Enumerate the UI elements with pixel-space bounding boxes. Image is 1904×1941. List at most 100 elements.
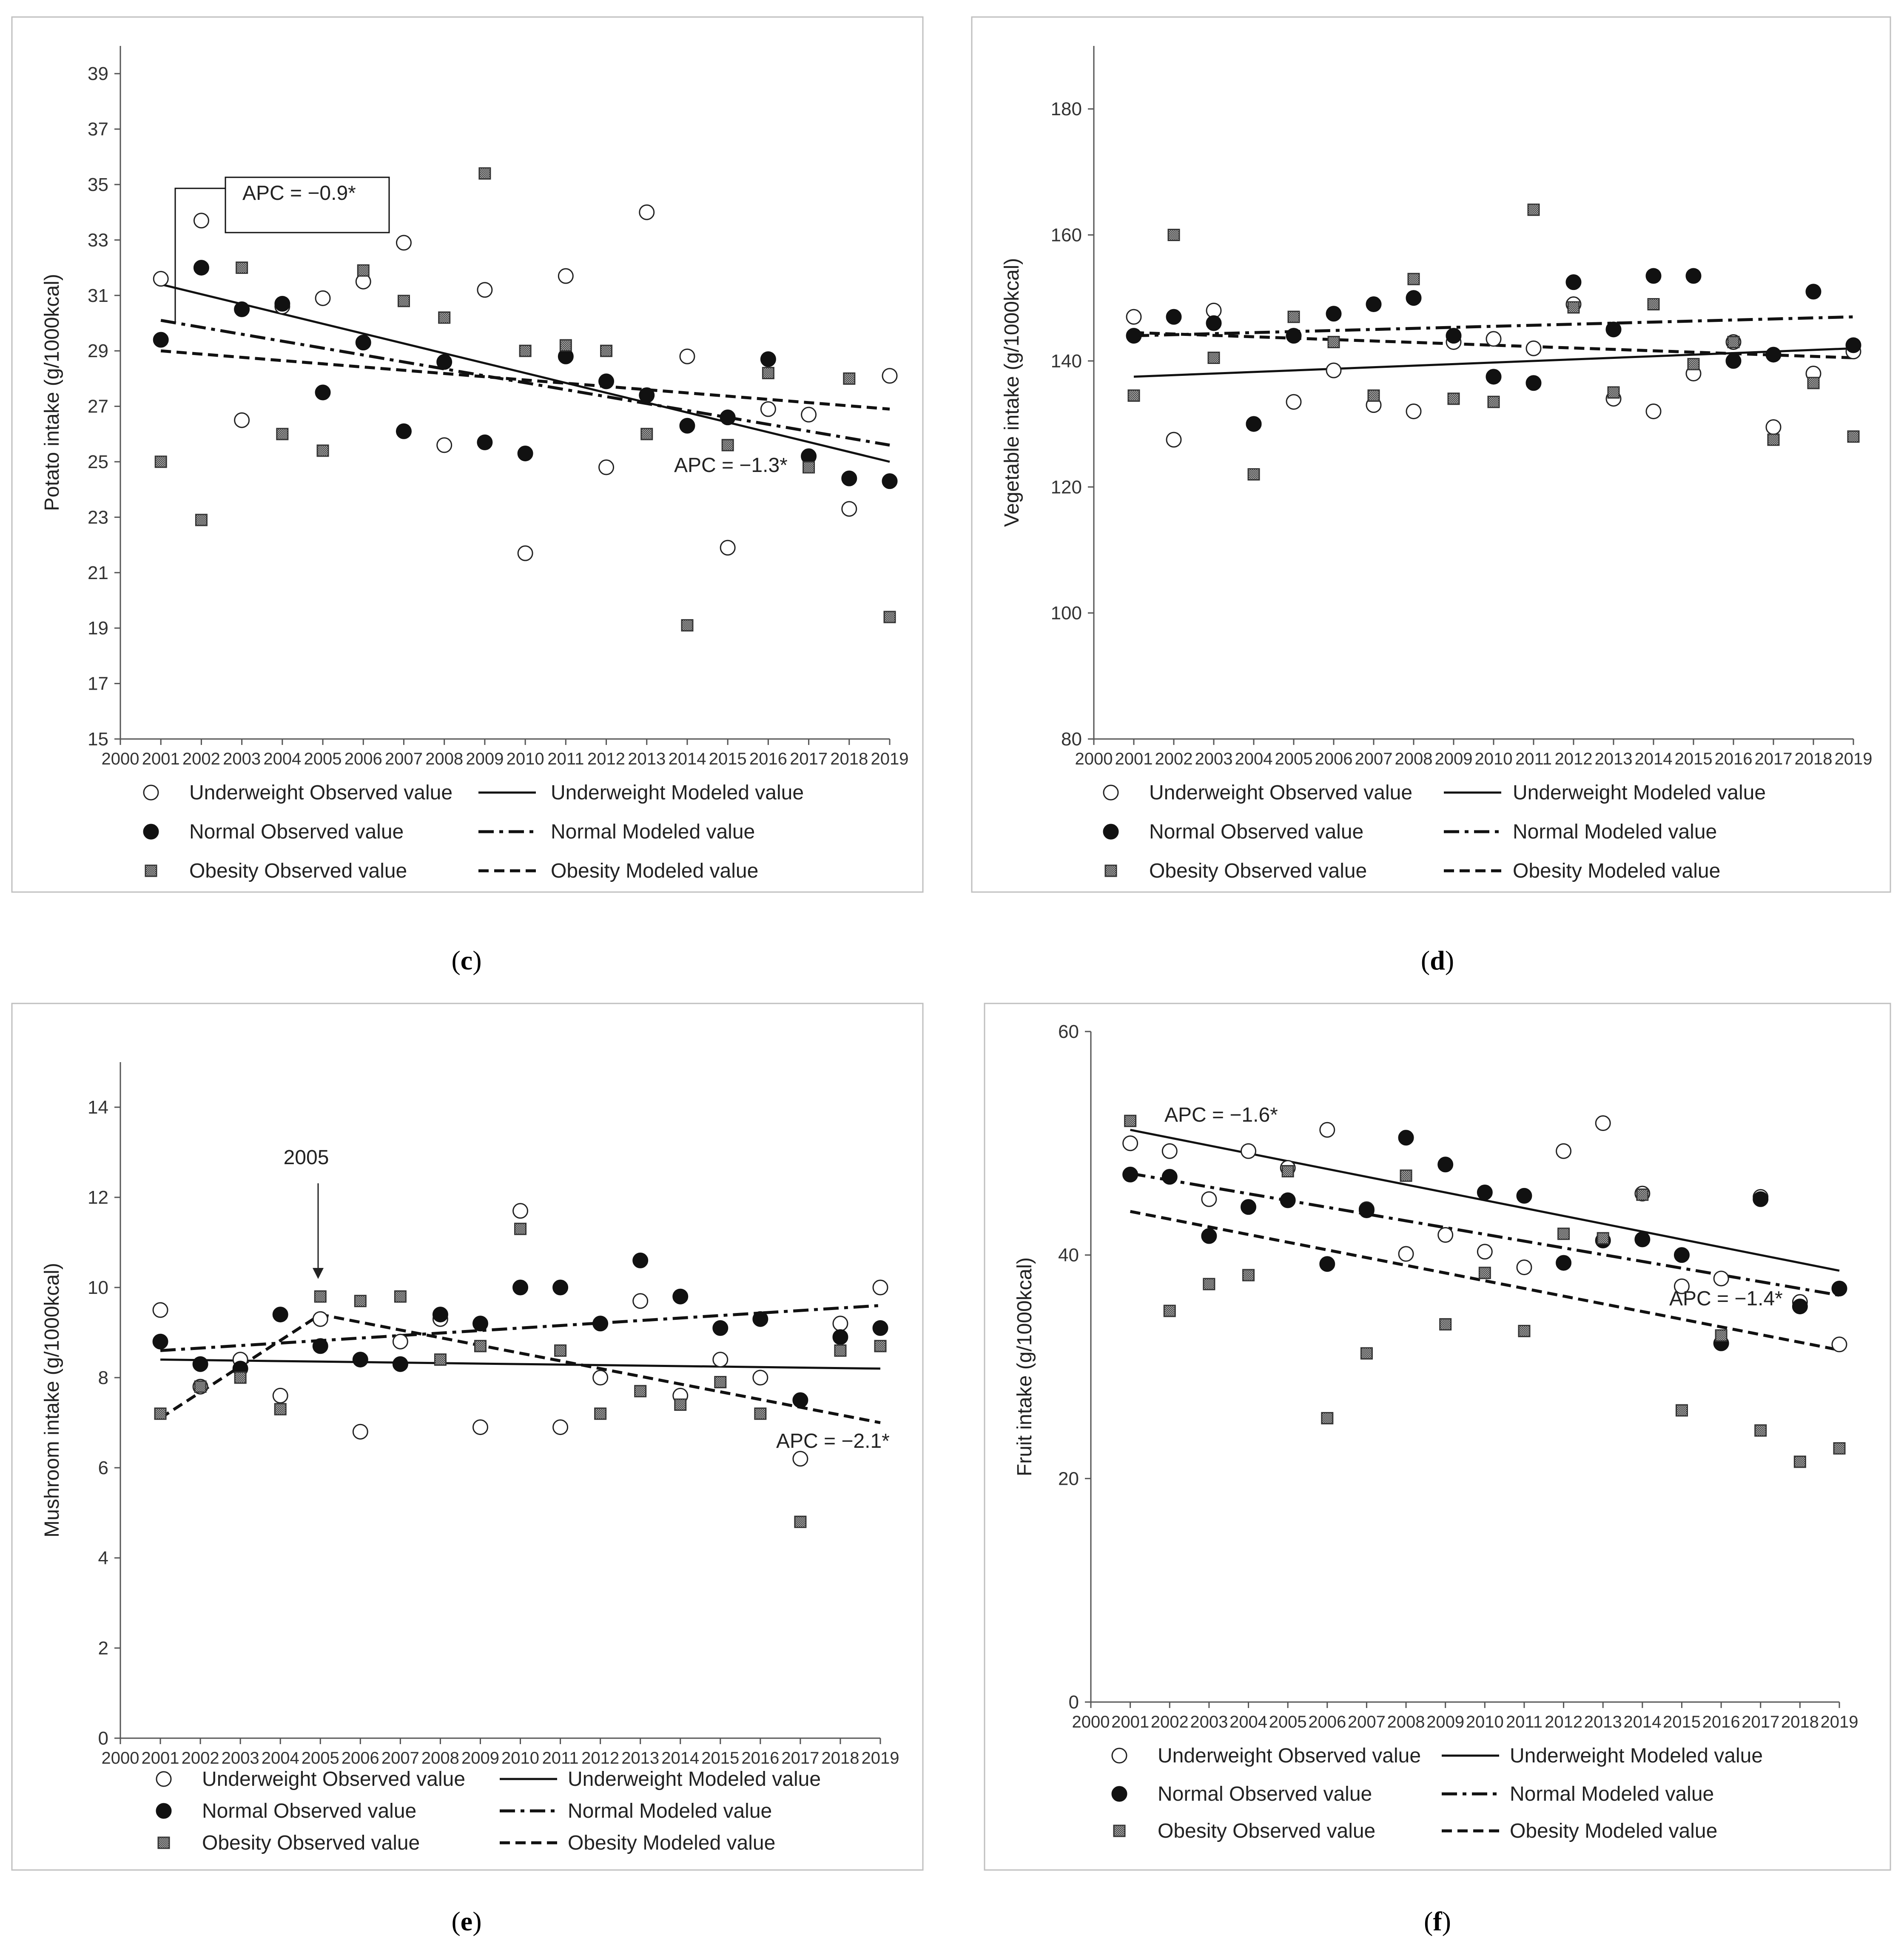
annotation-text: APC = −1.4* xyxy=(1669,1287,1783,1310)
observed-point-normal xyxy=(436,354,453,370)
observed-point-underweight xyxy=(272,1387,288,1404)
legend-label: Normal Observed value xyxy=(189,821,404,843)
observed-point-normal xyxy=(1685,268,1702,284)
x-tick-label: 2015 xyxy=(1675,750,1713,768)
observed-point-normal xyxy=(1673,1247,1690,1263)
observed-point-underweight xyxy=(872,1279,888,1296)
modeled-line-obesity xyxy=(160,349,890,411)
observed-point-underweight xyxy=(1437,1227,1454,1243)
x-tick-label: 2000 xyxy=(1075,750,1113,768)
panel-frame xyxy=(971,16,1891,893)
y-tick-label: 120 xyxy=(1051,477,1082,497)
caption-letter: e xyxy=(461,1906,472,1936)
observed-point-obesity xyxy=(843,372,856,385)
observed-point-normal xyxy=(792,1392,808,1408)
observed-point-underweight xyxy=(392,1333,408,1350)
x-tick-label: 2015 xyxy=(701,1749,739,1768)
observed-point-obesity xyxy=(394,1290,407,1303)
caption-paren: ) xyxy=(472,945,481,975)
x-tick-label: 2003 xyxy=(223,750,261,768)
x-tick-label: 2014 xyxy=(668,750,706,768)
x-tick-label: 2017 xyxy=(1755,750,1793,768)
observed-point-normal xyxy=(1446,328,1462,344)
y-tick-label: 33 xyxy=(88,230,108,250)
observed-point-normal xyxy=(712,1320,729,1336)
observed-point-obesity xyxy=(594,1407,607,1420)
observed-point-normal xyxy=(272,1307,288,1323)
caption-letter: d xyxy=(1430,945,1445,975)
observed-point-normal xyxy=(192,1356,208,1372)
x-tick-label: 2009 xyxy=(1426,1713,1464,1731)
observed-point-obesity xyxy=(1242,1269,1255,1282)
observed-point-obesity xyxy=(434,1353,447,1366)
observed-point-normal xyxy=(841,470,857,486)
observed-point-obesity xyxy=(1675,1404,1688,1417)
observed-point-underweight xyxy=(396,235,412,251)
observed-point-underweight xyxy=(517,545,533,561)
observed-point-obesity xyxy=(154,455,167,468)
x-tick-label: 2006 xyxy=(342,1749,379,1768)
caption-letter: c xyxy=(461,945,472,975)
y-tick-label: 25 xyxy=(88,452,108,472)
observed-point-underweight xyxy=(1398,1246,1414,1262)
observed-point-normal xyxy=(592,1316,609,1332)
x-tick-label: 2012 xyxy=(1555,750,1593,768)
y-tick-label: 29 xyxy=(88,341,108,361)
legend-label: Underweight Modeled value xyxy=(551,782,804,804)
y-tick-label: 40 xyxy=(1058,1245,1079,1266)
legend: Underweight Observed value Underweight Mo… xyxy=(143,782,804,882)
observed-point-normal xyxy=(1161,1169,1178,1185)
observed-point-underweight xyxy=(152,1302,168,1318)
observed-point-underweight xyxy=(153,271,169,287)
legend-marker-normal xyxy=(1103,824,1119,840)
observed-point-normal xyxy=(1398,1130,1414,1146)
y-tick-label: 60 xyxy=(1058,1021,1079,1042)
annotation-text: APC = −2.1* xyxy=(776,1430,890,1452)
y-tick-label: 0 xyxy=(1069,1692,1079,1713)
observed-point-underweight xyxy=(1516,1259,1532,1276)
legend-label: Normal Observed value xyxy=(1158,1783,1372,1805)
panel-frame xyxy=(11,1003,924,1871)
legend-label: Underweight Modeled value xyxy=(1510,1745,1763,1767)
observed-point-obesity xyxy=(803,461,815,474)
x-tick-label: 2014 xyxy=(1623,1713,1661,1731)
observed-point-normal xyxy=(1201,1228,1217,1244)
observed-point-underweight xyxy=(632,1293,649,1309)
observed-point-normal xyxy=(832,1329,848,1345)
observed-point-normal xyxy=(315,384,331,401)
legend: Underweight Observed value Underweight Mo… xyxy=(156,1768,821,1854)
observed-point-obesity xyxy=(554,1344,567,1357)
x-tick-label: 2013 xyxy=(621,1749,659,1768)
observed-point-obesity xyxy=(640,428,653,440)
observed-point-obesity xyxy=(1367,389,1380,402)
x-tick-label: 2014 xyxy=(1635,750,1673,768)
y-axis-title: Potato intake (g/1000kcal) xyxy=(41,274,63,511)
x-tick-label: 2019 xyxy=(1835,750,1873,768)
observed-point-underweight xyxy=(1166,432,1182,448)
observed-point-obesity xyxy=(519,344,532,357)
observed-point-normal xyxy=(477,434,493,450)
observed-point-obesity xyxy=(1124,1114,1137,1127)
observed-point-underweight xyxy=(1161,1143,1178,1159)
observed-point-underweight xyxy=(1201,1191,1217,1207)
legend-label: Obesity Modeled value xyxy=(1513,860,1720,882)
observed-point-normal xyxy=(1241,1199,1257,1215)
observed-point-underweight xyxy=(1713,1270,1729,1287)
x-tick-label: 2002 xyxy=(182,750,220,768)
observed-point-underweight xyxy=(312,1311,328,1327)
observed-point-normal xyxy=(752,1311,768,1327)
observed-point-obesity xyxy=(1636,1188,1649,1201)
x-tick-label: 2003 xyxy=(1195,750,1233,768)
observed-point-underweight xyxy=(598,459,615,475)
x-tick-label: 2013 xyxy=(1584,1713,1622,1731)
x-tick-label: 2007 xyxy=(1348,1713,1386,1731)
observed-point-underweight xyxy=(193,213,209,229)
panel-caption: (e) xyxy=(451,1906,481,1936)
observed-point-obesity xyxy=(1527,203,1540,216)
observed-point-underweight xyxy=(1326,362,1342,378)
observed-point-obesity xyxy=(1557,1228,1570,1240)
